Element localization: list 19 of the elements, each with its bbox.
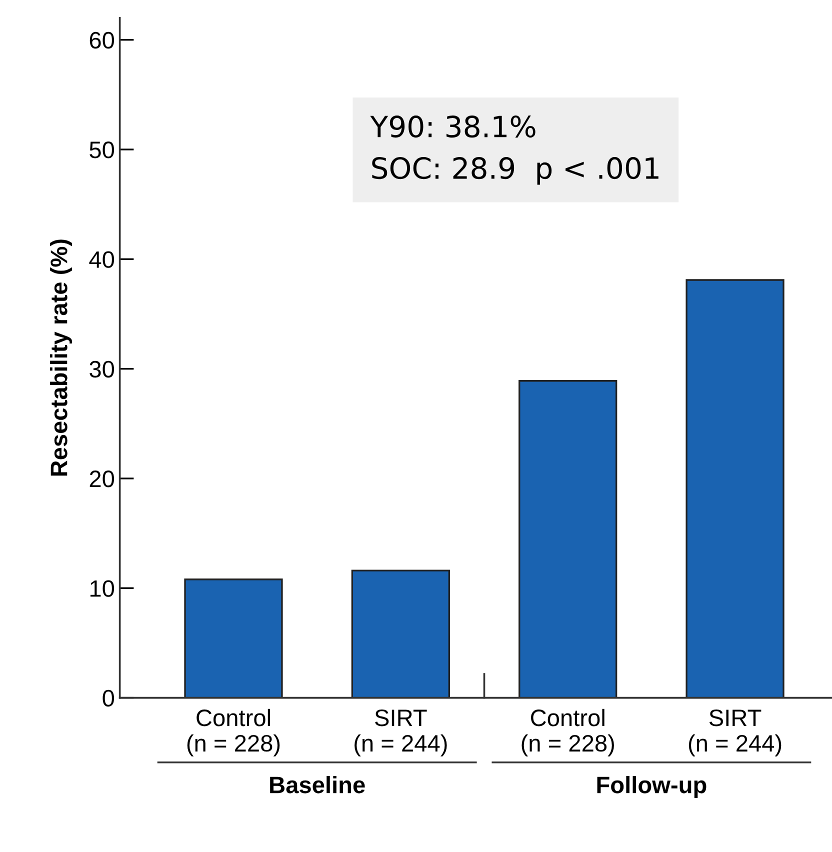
y-tick-label: 50 bbox=[90, 142, 114, 158]
y-tick-label: 40 bbox=[89, 251, 114, 268]
y-tick-label: 0 bbox=[102, 690, 114, 707]
text: Baseline bbox=[270, 776, 365, 794]
bar bbox=[686, 279, 784, 698]
y-axis-title: Resectability rate (%) bbox=[50, 240, 72, 476]
x-tick-label: SIRT (n = 244) bbox=[354, 710, 447, 756]
y-tick-label: 60 bbox=[90, 32, 114, 49]
annotation: Y90: 38.1% SOC: 28.9 p < .001 bbox=[370, 116, 658, 185]
y-tick-label: 10 bbox=[90, 580, 114, 597]
x-tick-label: SIRT (n = 244) bbox=[688, 710, 782, 756]
x-tick-label: Control (n = 228) bbox=[187, 708, 280, 756]
y-tick-label: 30 bbox=[90, 360, 114, 378]
text: Follow-up bbox=[597, 776, 706, 798]
y-tick-label: 20 bbox=[90, 470, 114, 488]
bar bbox=[184, 578, 283, 698]
x-tick-label: Control (n = 228) bbox=[522, 708, 614, 756]
bar bbox=[518, 380, 618, 698]
bar bbox=[351, 570, 450, 698]
